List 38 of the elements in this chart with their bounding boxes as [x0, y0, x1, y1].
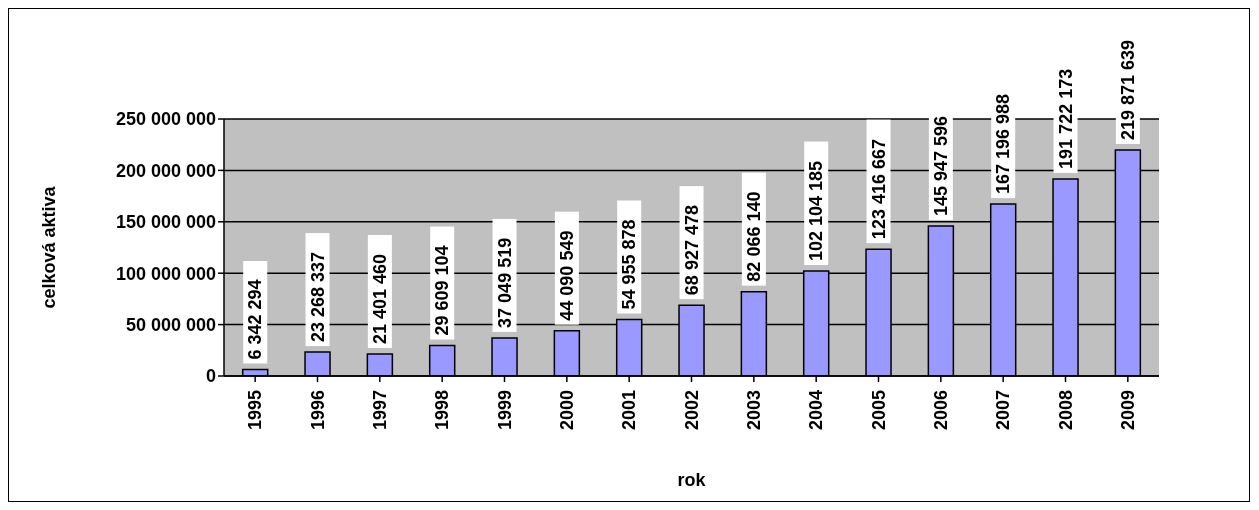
- data-label: 6 342 294: [245, 279, 266, 360]
- data-label: 21 401 460: [369, 253, 390, 344]
- data-label: 167 196 988: [993, 94, 1014, 195]
- x-tick-label: 2000: [556, 390, 577, 431]
- data-label: 23 268 337: [307, 251, 328, 343]
- x-tick-label: 2007: [993, 390, 1014, 431]
- data-label: 123 416 667: [868, 139, 889, 240]
- x-tick-label: 2009: [1117, 390, 1138, 431]
- data-label: 82 066 140: [743, 191, 764, 282]
- x-tick-label: 2004: [806, 390, 827, 431]
- x-tick-label: 1997: [369, 390, 390, 431]
- data-label: 219 871 639: [1117, 39, 1138, 140]
- x-tick-label: 2001: [619, 390, 640, 431]
- y-tick-label: 0: [205, 366, 216, 387]
- data-label: 29 609 104: [432, 245, 453, 336]
- data-label: 145 947 596: [930, 115, 951, 216]
- x-tick-label: 2002: [681, 390, 702, 431]
- data-label: 37 049 519: [494, 237, 515, 328]
- x-tick-label: 2005: [868, 390, 889, 431]
- data-label: 191 722 173: [1055, 68, 1076, 169]
- x-tick-label: 1996: [307, 390, 328, 431]
- y-tick-label: 150 000 000: [115, 212, 216, 233]
- x-axis-title: rok: [677, 470, 707, 490]
- x-tick-label: 1995: [245, 390, 266, 431]
- data-label: 44 090 549: [556, 230, 577, 321]
- x-tick-label: 1999: [494, 390, 515, 431]
- y-axis-title: celková aktiva: [39, 185, 60, 309]
- x-tick-label: 2003: [743, 390, 764, 431]
- y-tick-label: 50 000 000: [125, 314, 216, 335]
- y-tick-label: 200 000 000: [115, 160, 216, 181]
- x-tick-label: 1998: [432, 390, 453, 431]
- x-tick-label: 2008: [1055, 390, 1076, 431]
- y-tick-label: 250 000 000: [115, 109, 216, 130]
- data-label: 68 927 478: [681, 205, 702, 296]
- y-tick-label: 100 000 000: [115, 263, 216, 284]
- x-tick-label: 2006: [930, 390, 951, 431]
- data-label: 54 955 878: [619, 219, 640, 310]
- data-label: 102 104 185: [806, 160, 827, 262]
